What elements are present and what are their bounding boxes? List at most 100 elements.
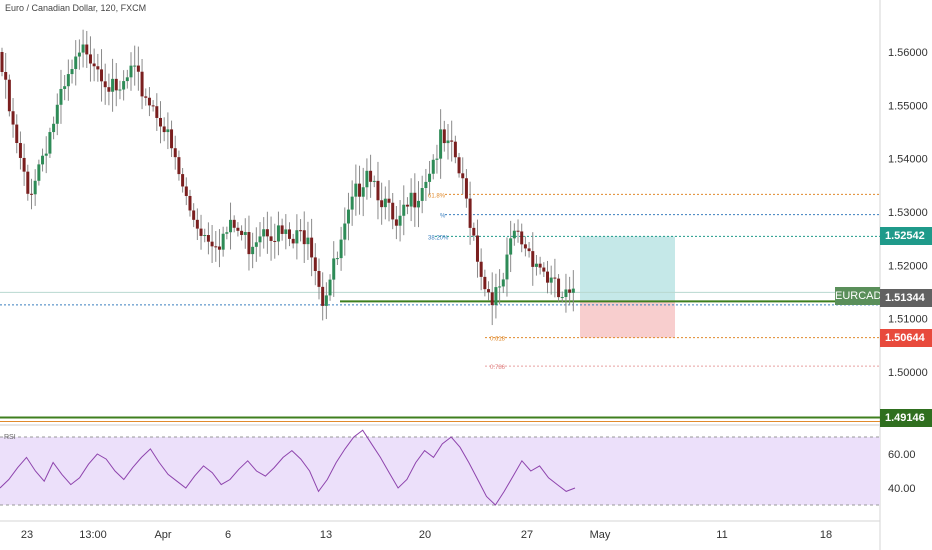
candle-body bbox=[29, 193, 33, 195]
candle-body bbox=[22, 157, 26, 172]
candle-body bbox=[276, 225, 280, 242]
candle-body bbox=[483, 276, 487, 290]
candle-body bbox=[534, 263, 538, 267]
candle-body bbox=[306, 237, 310, 245]
fib-label: 61.8% bbox=[428, 193, 446, 199]
candle-body bbox=[302, 230, 306, 245]
candle-body bbox=[70, 69, 74, 75]
candle-body bbox=[490, 292, 494, 306]
current-price-badge: 1.51344 bbox=[880, 288, 932, 307]
candle-body bbox=[557, 278, 561, 298]
rsi-line bbox=[0, 429, 576, 506]
candle-body bbox=[192, 210, 196, 220]
candle-body bbox=[107, 87, 111, 92]
candle-body bbox=[63, 86, 67, 89]
candle-body bbox=[350, 196, 354, 210]
rsi-title: RSI bbox=[4, 434, 16, 441]
candle-body bbox=[26, 171, 30, 194]
candle-body bbox=[96, 66, 100, 70]
target-zone[interactable] bbox=[580, 236, 675, 301]
candle-body bbox=[560, 297, 564, 299]
candle-body bbox=[501, 279, 505, 287]
candle-body bbox=[394, 219, 398, 226]
rsi-band bbox=[0, 437, 880, 505]
candle-body bbox=[568, 289, 572, 293]
candle-body bbox=[122, 81, 126, 90]
rsi-tick-label: 60.00 bbox=[888, 449, 916, 461]
candle-body bbox=[439, 129, 443, 159]
stop-zone[interactable] bbox=[580, 300, 675, 338]
candle-body bbox=[155, 106, 159, 118]
price-tick-label: 1.53000 bbox=[888, 207, 928, 219]
candle-body bbox=[240, 230, 244, 235]
candle-body bbox=[310, 237, 314, 258]
candle-body bbox=[236, 227, 240, 231]
candle-body bbox=[516, 230, 520, 232]
candle-body bbox=[402, 204, 406, 216]
candle-body bbox=[472, 227, 476, 236]
candle-body bbox=[442, 129, 446, 144]
candle-body bbox=[0, 52, 4, 72]
candle-body bbox=[88, 54, 92, 64]
candle-body bbox=[11, 111, 15, 125]
candle-body bbox=[405, 204, 409, 207]
candle-body bbox=[428, 173, 432, 182]
candle-body bbox=[210, 241, 214, 247]
candle-body bbox=[571, 288, 575, 293]
candle-body bbox=[195, 219, 199, 229]
candle-body bbox=[144, 96, 148, 98]
candle-body bbox=[553, 277, 557, 279]
candle-body bbox=[4, 72, 8, 80]
candle-body bbox=[114, 78, 118, 91]
time-tick-label: 20 bbox=[419, 529, 431, 541]
candle-body bbox=[317, 270, 321, 287]
candle-body bbox=[269, 236, 273, 241]
candle-body bbox=[33, 180, 37, 195]
candle-body bbox=[505, 254, 509, 280]
candle-body bbox=[464, 178, 468, 199]
candle-body bbox=[133, 65, 137, 67]
fib-label: 0.618 bbox=[490, 337, 506, 343]
candle-body bbox=[391, 202, 395, 220]
fib-label: 0.786 bbox=[490, 365, 506, 371]
candle-body bbox=[18, 143, 22, 158]
candle-body bbox=[173, 148, 177, 158]
candle-body bbox=[376, 180, 380, 201]
time-tick-label: Apr bbox=[154, 529, 171, 541]
candle-body bbox=[100, 69, 104, 82]
candle-body bbox=[166, 129, 170, 133]
candle-body bbox=[435, 158, 439, 160]
candle-body bbox=[66, 74, 70, 87]
candle-body bbox=[383, 198, 387, 208]
time-tick-label: 27 bbox=[521, 529, 533, 541]
candle-body bbox=[299, 230, 303, 232]
candle-body bbox=[214, 246, 218, 248]
candle-body bbox=[77, 52, 81, 57]
candle-body bbox=[475, 235, 479, 262]
symbol-label: EURCAD bbox=[835, 287, 881, 305]
candle-body bbox=[372, 180, 376, 182]
candle-body bbox=[247, 232, 251, 255]
time-tick-label: 6 bbox=[225, 529, 231, 541]
candle-body bbox=[147, 97, 151, 106]
candle-body bbox=[158, 117, 162, 127]
candle-body bbox=[199, 228, 203, 236]
candle-body bbox=[487, 289, 491, 293]
candle-body bbox=[52, 123, 56, 133]
candle-body bbox=[162, 126, 166, 133]
candle-body bbox=[431, 159, 435, 174]
candle-body bbox=[59, 88, 63, 105]
candle-body bbox=[184, 186, 188, 196]
support-price-badge: 1.49146 bbox=[880, 408, 932, 427]
candle-body bbox=[41, 155, 45, 165]
candle-body bbox=[181, 174, 185, 187]
candle-body bbox=[74, 56, 78, 70]
candle-body bbox=[538, 263, 542, 268]
candle-body bbox=[417, 200, 421, 208]
candle-body bbox=[361, 187, 365, 197]
candle-body bbox=[81, 44, 85, 53]
candle-body bbox=[188, 195, 192, 211]
candle-body bbox=[273, 240, 277, 242]
candle-body bbox=[295, 230, 299, 244]
